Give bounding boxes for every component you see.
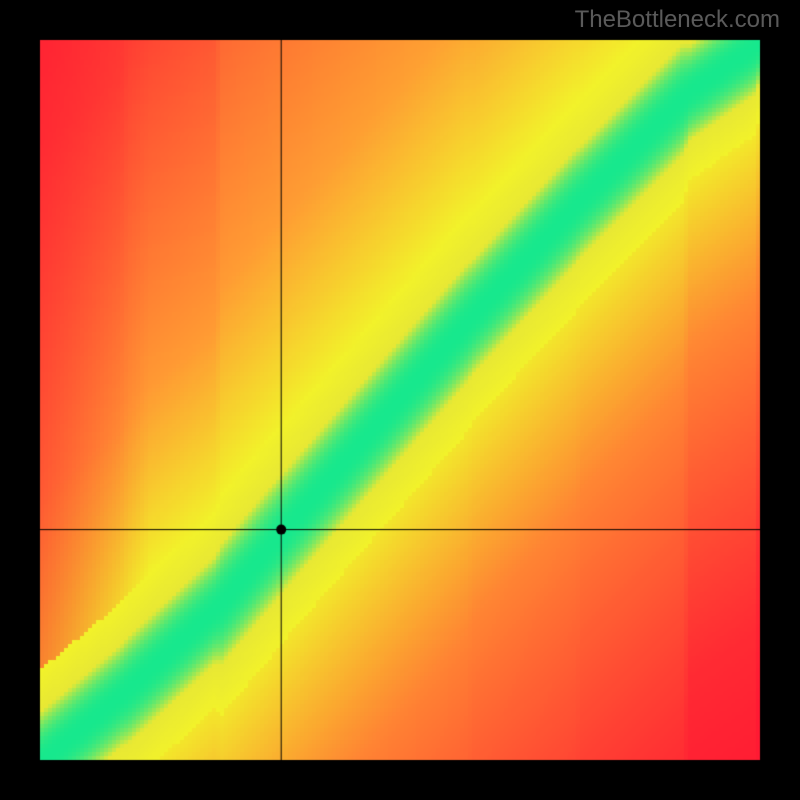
chart-container: TheBottleneck.com [0, 0, 800, 800]
bottleneck-heatmap [0, 0, 800, 800]
watermark-text: TheBottleneck.com [575, 6, 780, 34]
